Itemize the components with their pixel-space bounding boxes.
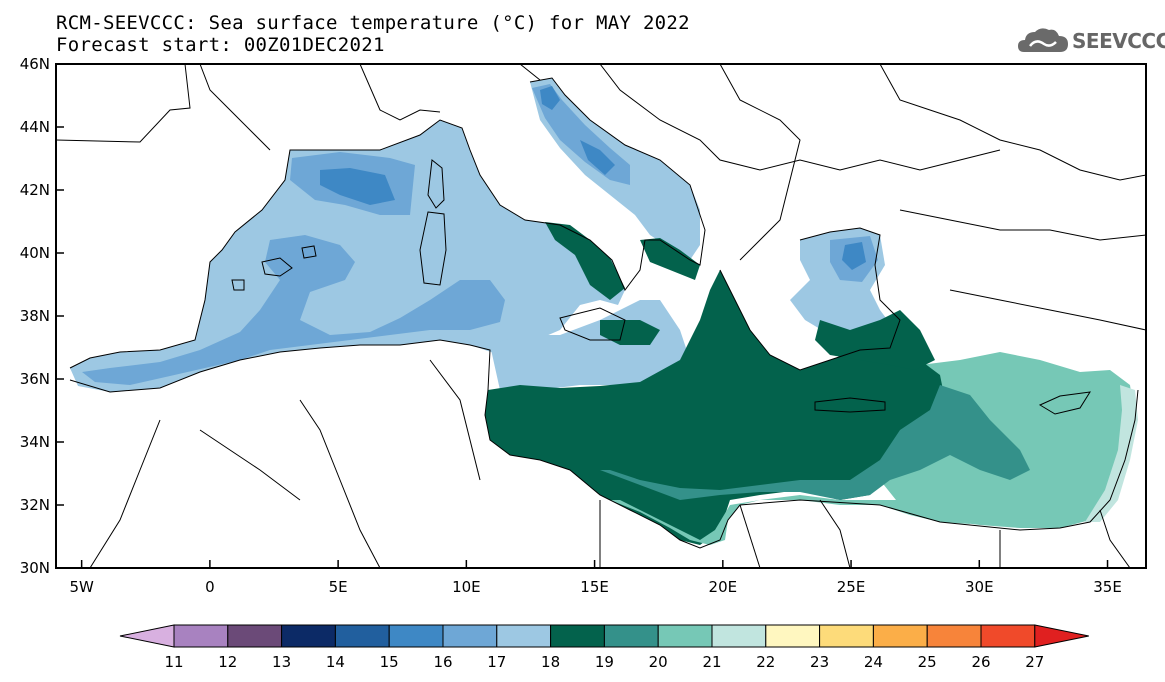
colorbar-box — [819, 624, 874, 648]
colorbar-box — [173, 624, 229, 648]
tyrrhenian-coast-19 — [545, 222, 625, 300]
colorbar-box — [926, 624, 982, 648]
sea-layers — [70, 78, 1138, 545]
y-tick-label: 42N — [20, 181, 50, 199]
y-tick-label: 30N — [20, 559, 50, 577]
colorbar-label: 27 — [1025, 653, 1044, 671]
colorbar-box — [603, 624, 659, 648]
y-tick-label: 38N — [20, 307, 50, 325]
colorbar-label: 22 — [756, 653, 775, 671]
colorbar-label: 19 — [595, 653, 614, 671]
sst-map: 46N 44N 42N 40N 38N 36N 34N 32N 30N 5W 0 5E 10E 15E 2… — [20, 55, 1147, 596]
sicily-channel-19 — [600, 320, 660, 345]
colorbar-label: 25 — [918, 653, 937, 671]
x-tick-label: 30E — [965, 578, 994, 596]
x-axis: 5W 0 5E 10E 15E 20E 25E 30E 35E — [69, 560, 1122, 596]
colorbar-boxes — [119, 624, 1089, 648]
colorbar: 11 12 13 14 15 16 17 18 19 20 21 22 23 24 25 26 27 — [119, 624, 1089, 671]
y-tick-label: 44N — [20, 118, 50, 136]
x-tick-label: 10E — [452, 578, 481, 596]
colorbar-box — [388, 624, 444, 648]
colorbar-label: 14 — [326, 653, 345, 671]
y-tick-label: 34N — [20, 433, 50, 451]
colorbar-label: 16 — [433, 653, 452, 671]
logo-text: SEEVCCC — [1072, 29, 1165, 53]
map-title: RCM-SEEVCCC: Sea surface temperature (°C… — [56, 12, 690, 56]
y-tick-label: 46N — [20, 55, 50, 73]
x-tick-label: 20E — [709, 578, 738, 596]
y-tick-label: 32N — [20, 496, 50, 514]
colorbar-label: 26 — [971, 653, 990, 671]
colorbar-label: 15 — [380, 653, 399, 671]
ionian-sea-19 — [485, 270, 945, 545]
x-tick-label: 15E — [580, 578, 609, 596]
colorbar-label: 18 — [541, 653, 560, 671]
x-tick-label: 35E — [1093, 578, 1122, 596]
coastlines — [56, 64, 1146, 568]
gulf-lion-15 — [320, 168, 395, 205]
colorbar-box — [550, 624, 605, 648]
seevccc-logo: SEEVCCC — [1016, 24, 1165, 58]
colorbar-label: 12 — [218, 653, 237, 671]
colorbar-label: 23 — [810, 653, 829, 671]
colorbar-label: 13 — [272, 653, 291, 671]
colorbar-box — [765, 624, 821, 648]
colorbar-arrow-left — [119, 624, 175, 648]
colorbar-box — [496, 624, 552, 648]
libyan-coast-20 — [600, 385, 1030, 500]
colorbar-box — [980, 624, 1036, 648]
aegean-15 — [842, 242, 866, 270]
adriatic-15 — [540, 86, 615, 175]
taranto-19 — [640, 238, 700, 280]
y-axis: 46N 44N 42N 40N 38N 36N 34N 32N 30N — [20, 55, 64, 577]
colorbar-label: 21 — [702, 653, 721, 671]
colorbar-label: 11 — [164, 653, 183, 671]
title-line-2: Forecast start: 00Z01DEC2021 — [56, 34, 385, 56]
cloud-icon — [1018, 28, 1068, 52]
colorbar-box — [281, 624, 336, 648]
y-tick-label: 36N — [20, 370, 50, 388]
title-line-1: RCM-SEEVCCC: Sea surface temperature (°C… — [56, 12, 690, 34]
colorbar-label: 24 — [864, 653, 883, 671]
colorbar-box — [657, 624, 713, 648]
colorbar-label: 17 — [487, 653, 506, 671]
colorbar-box — [872, 624, 928, 648]
colorbar-box — [334, 624, 390, 648]
colorbar-arrow-right — [1034, 624, 1089, 648]
balearic-16 — [82, 235, 505, 385]
colorbar-box — [442, 624, 498, 648]
colorbar-box — [711, 624, 767, 648]
colorbar-box — [227, 624, 283, 648]
levant-coast-21 — [1085, 385, 1138, 522]
x-tick-label: 25E — [837, 578, 866, 596]
y-tick-label: 40N — [20, 244, 50, 262]
x-tick-label: 0 — [205, 578, 215, 596]
colorbar-labels: 11 12 13 14 15 16 17 18 19 20 21 22 23 24 25 26 27 — [164, 653, 1044, 671]
x-tick-label: 5W — [69, 578, 94, 596]
colorbar-label: 20 — [649, 653, 668, 671]
x-tick-label: 5E — [329, 578, 348, 596]
